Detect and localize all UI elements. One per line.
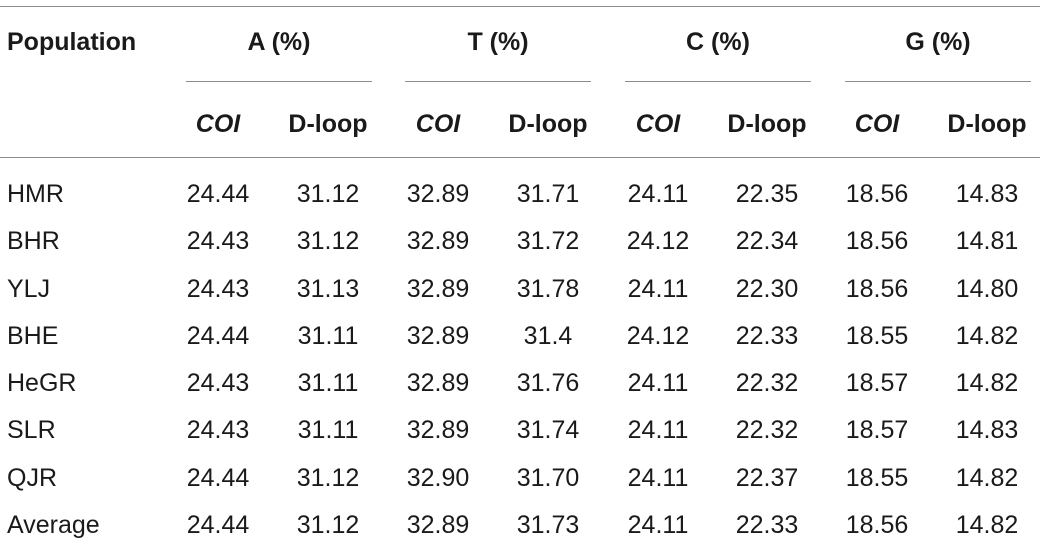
subheader-coi: COI xyxy=(854,110,900,138)
table-cell: 14.82 xyxy=(955,464,1019,492)
table-cell: 31.71 xyxy=(516,180,580,208)
table-cell: 22.32 xyxy=(735,416,799,444)
row-label: BHR xyxy=(7,227,60,255)
table-cell: 24.11 xyxy=(627,369,689,397)
table-cell: 14.82 xyxy=(955,322,1019,350)
group-rule-c xyxy=(625,81,811,82)
table-cell: 32.89 xyxy=(406,180,470,208)
header-bottom-rule xyxy=(0,157,1040,158)
table-cell: 31.12 xyxy=(296,227,360,255)
table-cell: 32.89 xyxy=(406,227,470,255)
row-label: HeGR xyxy=(7,369,77,397)
subheader-coi: COI xyxy=(195,110,241,138)
table-cell: 18.56 xyxy=(845,511,909,539)
row-label: QJR xyxy=(7,464,57,492)
table-cell: 14.80 xyxy=(955,275,1019,303)
table-cell: 24.11 xyxy=(627,416,689,444)
table-cell: 18.57 xyxy=(845,416,909,444)
table-cell: 31.11 xyxy=(297,416,359,444)
table-cell: 24.12 xyxy=(626,322,690,350)
subheader-coi: COI xyxy=(415,110,461,138)
table-cell: 32.89 xyxy=(406,322,470,350)
table-cell: 24.43 xyxy=(186,369,250,397)
table-cell: 22.32 xyxy=(735,369,799,397)
table-cell: 31.13 xyxy=(296,275,360,303)
table-cell: 24.44 xyxy=(186,180,250,208)
table-cell: 31.70 xyxy=(516,464,580,492)
table-cell: 24.11 xyxy=(627,275,689,303)
table-cell: 31.11 xyxy=(297,369,359,397)
table-cell: 22.37 xyxy=(735,464,799,492)
table-cell: 14.83 xyxy=(955,416,1019,444)
table-cell: 18.55 xyxy=(845,464,909,492)
table-cell: 22.35 xyxy=(735,180,799,208)
table-cell: 31.12 xyxy=(296,511,360,539)
subheader-dloop: D-loop xyxy=(947,110,1027,138)
table-cell: 24.44 xyxy=(186,322,250,350)
subheader-dloop: D-loop xyxy=(727,110,807,138)
table-cell: 24.12 xyxy=(626,227,690,255)
table-cell: 32.90 xyxy=(406,464,470,492)
group-rule-g xyxy=(845,81,1031,82)
table-cell: 24.44 xyxy=(186,464,250,492)
subheader-dloop: D-loop xyxy=(288,110,368,138)
table-cell: 22.33 xyxy=(735,322,799,350)
table-cell: 18.56 xyxy=(845,275,909,303)
table-cell: 32.89 xyxy=(406,416,470,444)
table-cell: 32.89 xyxy=(406,275,470,303)
group-header-t: T (%) xyxy=(467,28,529,56)
table-cell: 24.43 xyxy=(186,275,250,303)
table-cell: 31.4 xyxy=(523,322,573,350)
table-cell: 31.12 xyxy=(296,180,360,208)
table-cell: 31.78 xyxy=(516,275,580,303)
table-cell: 18.56 xyxy=(845,180,909,208)
table-cell: 18.56 xyxy=(845,227,909,255)
table-cell: 31.76 xyxy=(516,369,580,397)
table-cell: 24.43 xyxy=(186,416,250,444)
table-cell: 24.11 xyxy=(627,464,689,492)
table-cell: 18.57 xyxy=(845,369,909,397)
table-cell: 14.82 xyxy=(955,511,1019,539)
group-rule-t xyxy=(405,81,591,82)
subheader-dloop: D-loop xyxy=(508,110,588,138)
table-top-rule xyxy=(0,6,1040,7)
table-cell: 24.43 xyxy=(186,227,250,255)
row-label: HMR xyxy=(7,180,64,208)
table-cell: 32.89 xyxy=(406,511,470,539)
table-cell: 18.55 xyxy=(845,322,909,350)
table-cell: 24.44 xyxy=(186,511,250,539)
table-cell: 14.81 xyxy=(955,227,1019,255)
table-cell: 31.12 xyxy=(296,464,360,492)
table-cell: 31.73 xyxy=(516,511,580,539)
table-cell: 31.72 xyxy=(516,227,580,255)
group-rule-a xyxy=(186,81,372,82)
row-label: YLJ xyxy=(7,275,51,303)
group-header-g: G (%) xyxy=(905,28,971,56)
row-label: Average xyxy=(7,511,100,539)
table-cell: 22.30 xyxy=(735,275,799,303)
table-cell: 14.82 xyxy=(955,369,1019,397)
table-cell: 24.11 xyxy=(627,180,689,208)
group-header-a: A (%) xyxy=(247,28,311,56)
population-header: Population xyxy=(7,28,137,56)
row-label: SLR xyxy=(7,416,56,444)
table-cell: 24.11 xyxy=(627,511,689,539)
table-cell: 14.83 xyxy=(955,180,1019,208)
table-cell: 31.74 xyxy=(516,416,580,444)
table-cell: 22.33 xyxy=(735,511,799,539)
table-cell: 31.11 xyxy=(297,322,359,350)
table-cell: 32.89 xyxy=(406,369,470,397)
group-header-c: C (%) xyxy=(686,28,750,56)
row-label: BHE xyxy=(7,322,59,350)
table-cell: 22.34 xyxy=(735,227,799,255)
subheader-coi: COI xyxy=(635,110,681,138)
